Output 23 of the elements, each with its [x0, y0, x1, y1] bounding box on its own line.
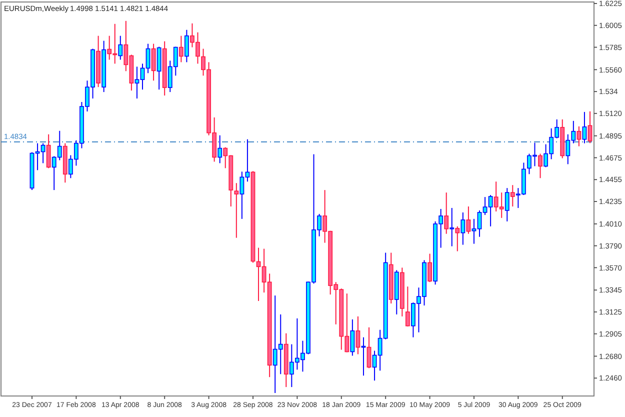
candlestick: [588, 110, 592, 144]
candlestick: [405, 286, 410, 327]
candlestick: [504, 188, 510, 222]
candlestick: [455, 226, 460, 252]
candlestick: [184, 29, 189, 63]
candlestick: [151, 43, 156, 82]
candlestick: [366, 326, 372, 369]
candlestick: [118, 35, 123, 60]
candlestick: [156, 46, 162, 90]
candlestick: [218, 134, 222, 164]
candlestick: [466, 206, 471, 234]
candlestick: [538, 153, 542, 179]
candlestick: [460, 212, 466, 246]
candlestick: [510, 184, 515, 207]
candlestick: [356, 316, 360, 355]
candlestick: [428, 253, 432, 283]
candlestick: [46, 134, 51, 169]
candlestick: [444, 192, 449, 234]
candlestick: [234, 182, 239, 238]
candlestick: [450, 207, 454, 247]
candlestick: [350, 318, 355, 356]
candlestick: [178, 35, 184, 63]
candlestick: [582, 111, 587, 144]
